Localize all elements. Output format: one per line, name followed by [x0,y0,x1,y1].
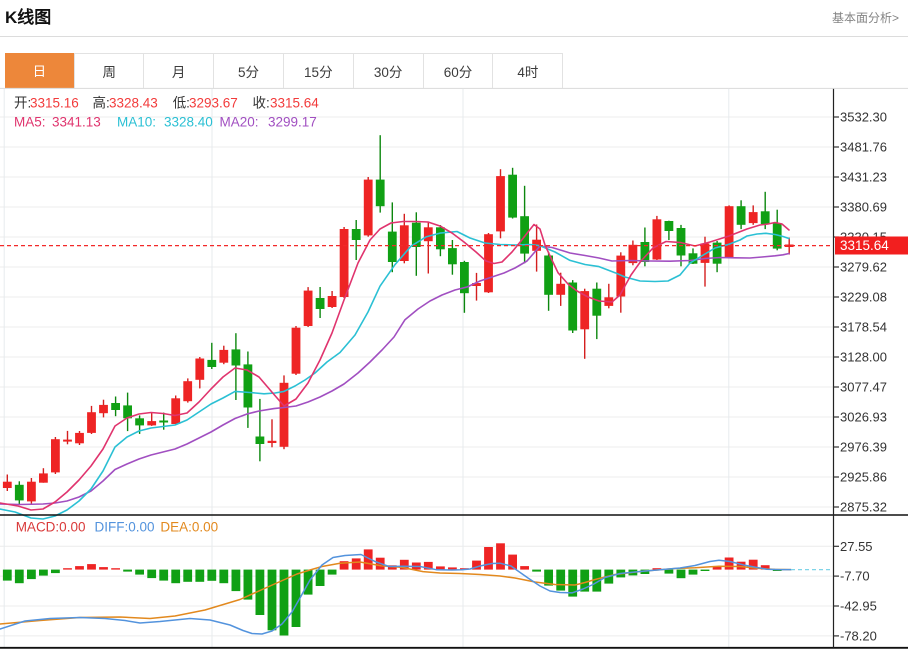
svg-text:3026.93: 3026.93 [840,410,887,425]
svg-text:3077.47: 3077.47 [840,380,887,395]
svg-text:DIFF:0.00: DIFF:0.00 [95,520,155,535]
svg-text:3178.54: 3178.54 [840,320,887,335]
svg-text:-42.95: -42.95 [840,599,877,614]
svg-text:3380.69: 3380.69 [840,200,887,215]
svg-text:MACD:0.00: MACD:0.00 [16,520,86,535]
svg-text:3279.62: 3279.62 [840,260,887,275]
svg-text:3128.00: 3128.00 [840,350,887,365]
svg-text:2875.32: 2875.32 [840,500,887,515]
svg-text:DEA:0.00: DEA:0.00 [160,520,218,535]
svg-text:-7.70: -7.70 [840,569,870,584]
svg-text:3431.23: 3431.23 [840,170,887,185]
svg-text:3315.64: 3315.64 [840,238,889,253]
svg-text:3229.08: 3229.08 [840,290,887,305]
svg-text:27.55: 27.55 [840,539,873,554]
svg-text:开:3315.16高:3328.43低:3293.67收:3: 开:3315.16 高:3328.43 低:3293.67 收:3315.64 [14,95,319,111]
svg-text:2976.39: 2976.39 [840,440,887,455]
svg-text:2925.86: 2925.86 [840,470,887,485]
svg-text:-78.20: -78.20 [840,628,877,643]
svg-text:3532.30: 3532.30 [840,110,887,125]
svg-text:3481.76: 3481.76 [840,140,887,155]
